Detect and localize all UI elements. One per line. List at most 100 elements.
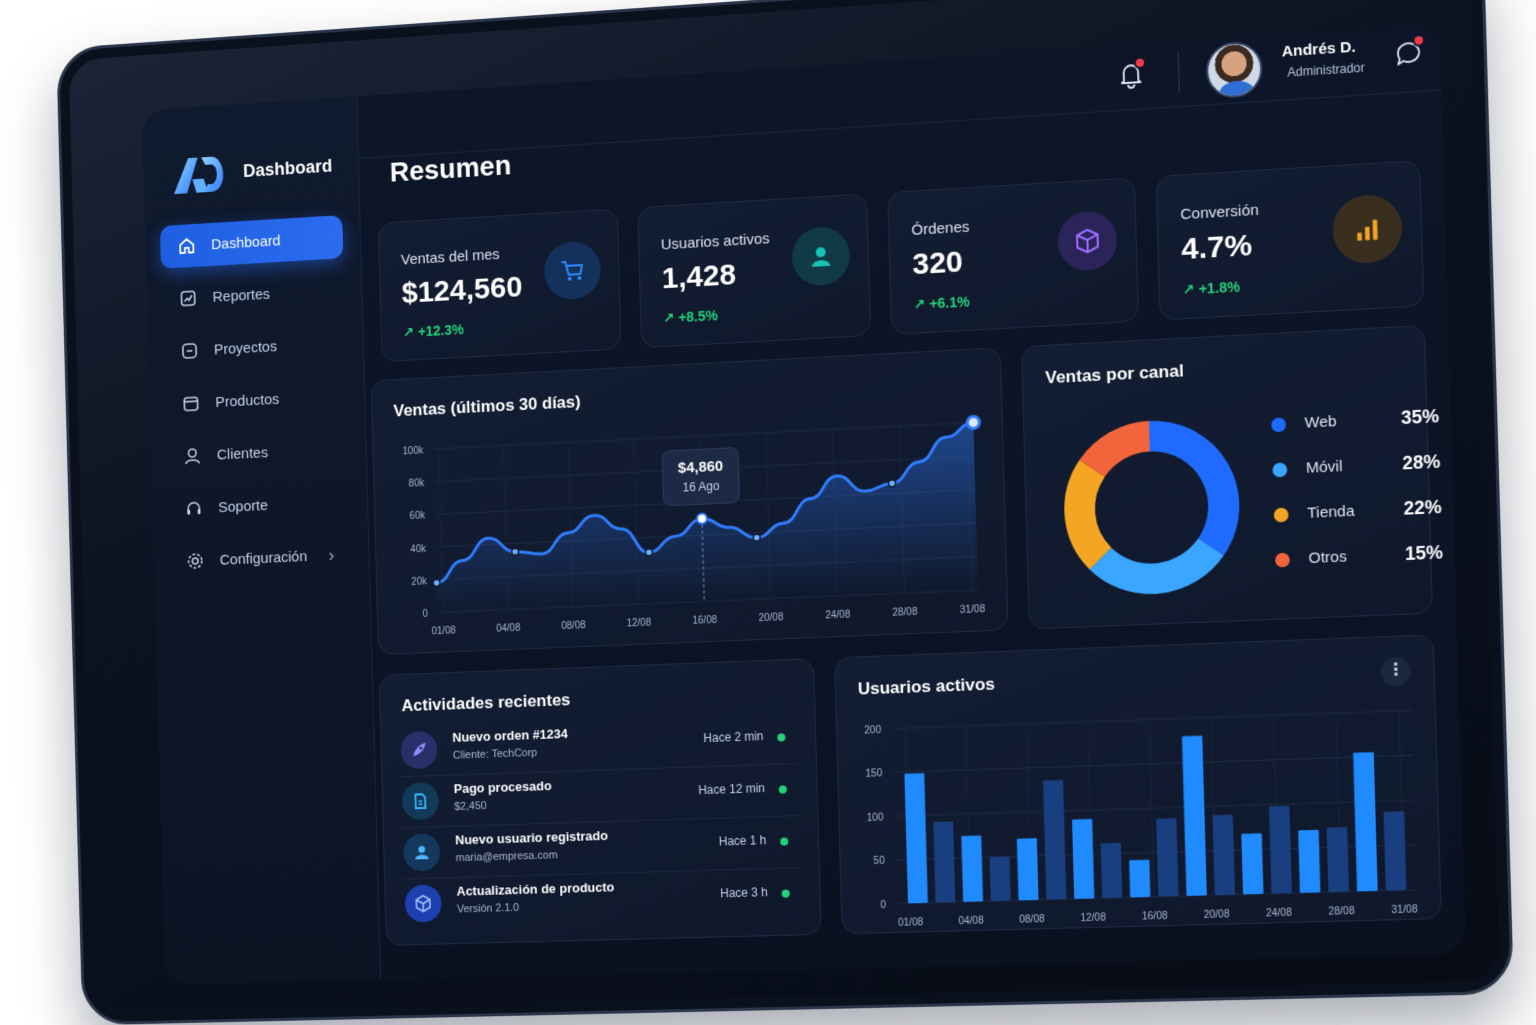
sidebar-item-configuracion[interactable]: Configuración › xyxy=(168,533,352,584)
brand-logo-icon xyxy=(173,155,224,195)
kpi-value: $124,560 xyxy=(401,270,523,310)
tooltip-value: $4,860 xyxy=(677,457,724,477)
kpi-value: 4.7% xyxy=(1180,228,1253,267)
activity-card: Actividades recientes Nuevo orden #1234 … xyxy=(378,658,822,946)
y-tick-label: 60k xyxy=(410,511,426,523)
cube-icon xyxy=(413,893,433,913)
sidebar-item-reportes[interactable]: Reportes xyxy=(161,268,344,321)
bar xyxy=(1241,833,1264,895)
activity-time: Hace 3 h xyxy=(720,885,768,901)
kpi-delta: ↗ +6.1% xyxy=(913,293,970,313)
sidebar-item-proyectos[interactable]: Proyectos xyxy=(163,321,347,374)
kpi-icon-bg xyxy=(1056,209,1118,273)
x-tick-label: 16/08 xyxy=(1142,911,1169,923)
legend-swatch xyxy=(1273,506,1289,522)
sales-chart-card: Ventas (últimos 30 días) 0 20k 40k 60k 80k 10… xyxy=(370,347,1009,656)
legend-swatch xyxy=(1271,416,1287,432)
sidebar-item-soporte[interactable]: Soporte xyxy=(167,480,351,531)
x-tick-label: 04/08 xyxy=(496,623,521,635)
channel-donut-chart xyxy=(1046,401,1257,614)
x-tick-label: 01/08 xyxy=(431,625,456,637)
x-tick-label: 16/08 xyxy=(692,615,718,627)
x-tick-label: 12/08 xyxy=(626,617,651,629)
page-title: Resumen xyxy=(389,149,512,188)
activity-subtitle: Cliente: TechCorp xyxy=(452,746,538,762)
x-tick-label: 20/08 xyxy=(759,612,785,624)
bar xyxy=(1129,859,1151,898)
activity-time: Hace 12 min xyxy=(698,781,766,798)
activity-icon-bg xyxy=(404,884,442,923)
x-tick-label: 31/08 xyxy=(960,604,986,616)
cube-icon xyxy=(1073,226,1102,256)
brand[interactable]: Dashboard xyxy=(169,145,333,196)
folder-icon xyxy=(180,341,199,361)
donut-slice xyxy=(1091,436,1150,468)
donut-slice xyxy=(1100,547,1212,581)
x-tick-label: 08/08 xyxy=(561,620,586,632)
users-bar-chart: 0 50 100 150 200 01/08 04/08 08/08 12/08 16/08 20/… xyxy=(864,635,1443,929)
cart-icon xyxy=(558,256,586,281)
activity-icon-bg xyxy=(401,781,440,821)
legend-item-web: Web 35% xyxy=(1271,406,1439,436)
data-point xyxy=(888,480,895,487)
x-tick-label: 24/08 xyxy=(1266,907,1293,919)
sales-area-chart: 0 20k 40k 60k 80k 100k 01/08 04/08 08/08 12/08 16/… xyxy=(402,348,986,637)
kpi-icon-bg xyxy=(1331,193,1403,265)
messages-button[interactable] xyxy=(1393,33,1426,69)
donut-slice xyxy=(1078,468,1100,559)
data-point xyxy=(433,579,440,586)
kpi-card-usuarios[interactable]: Usuarios activos 1,428 ↗ +8.5% xyxy=(637,193,872,349)
bar xyxy=(933,821,956,903)
chart-tooltip: $4,860 16 Ago xyxy=(661,446,741,507)
kpi-value: 320 xyxy=(911,245,964,282)
rocket-icon xyxy=(413,742,426,757)
kpi-label: Usuarios activos xyxy=(660,230,770,254)
card-title: Ventas por canal xyxy=(1045,361,1185,388)
kpi-card-ordenes[interactable]: Órdenes 320 ↗ +6.1% xyxy=(887,177,1139,335)
bar xyxy=(1156,818,1179,897)
gridline xyxy=(896,800,1415,816)
sidebar-item-label: Dashboard xyxy=(210,232,281,253)
kpi-icon-bg xyxy=(543,240,602,301)
x-tick-label: 08/08 xyxy=(1019,914,1045,926)
headset-icon xyxy=(184,498,203,515)
sidebar-item-dashboard[interactable]: Dashboard xyxy=(159,215,344,269)
kpi-card-conversion[interactable]: Conversión 4.7% ↗ +1.8% xyxy=(1155,160,1425,321)
y-tick-label: 50 xyxy=(873,856,885,868)
user-icon xyxy=(183,446,202,466)
legend-value: 35% xyxy=(1400,405,1440,429)
legend-value: 15% xyxy=(1404,541,1444,565)
x-tick-label: 12/08 xyxy=(1080,912,1106,924)
user-icon xyxy=(415,845,429,860)
legend-value: 22% xyxy=(1403,496,1442,519)
users-chart-card: Usuarios activos ⋮ 0 50 100 150 200 01/08 04/0… xyxy=(833,634,1443,935)
legend-label: Otros xyxy=(1308,548,1348,568)
sidebar-item-label: Soporte xyxy=(218,496,269,516)
gridline xyxy=(433,422,973,449)
x-tick-label: 04/08 xyxy=(958,915,984,927)
sidebar-item-clientes[interactable]: Clientes xyxy=(166,427,350,479)
notifications-button[interactable] xyxy=(1115,56,1147,90)
bar xyxy=(1212,814,1236,896)
activity-title: Nuevo usuario registrado xyxy=(454,827,609,848)
y-tick-label: 80k xyxy=(409,478,425,490)
x-tick-label: 01/08 xyxy=(898,917,924,929)
report-icon xyxy=(178,288,197,309)
user-icon xyxy=(811,246,831,267)
activity-subtitle: $2,450 xyxy=(454,800,487,813)
status-dot xyxy=(777,733,786,742)
activity-icon-bg xyxy=(403,833,441,872)
sidebar-item-productos[interactable]: Productos xyxy=(164,374,348,426)
bar xyxy=(1071,818,1095,899)
bar xyxy=(1181,735,1207,896)
kpi-card-ventas[interactable]: Ventas del mes $124,560 ↗ +12.3% xyxy=(377,208,622,363)
legend-value: 28% xyxy=(1402,451,1441,474)
status-dot xyxy=(780,837,789,846)
activity-item[interactable]: Actualización de producto Versión 2.1.0 … xyxy=(402,868,802,931)
activity-subtitle: maria@empresa.com xyxy=(455,849,558,865)
home-icon xyxy=(177,236,196,257)
dashboard-screen: Dashboard Dashboard Reportes Proyectos xyxy=(141,24,1467,985)
y-tick-label: 40k xyxy=(410,543,426,555)
bar xyxy=(1268,805,1292,894)
x-tick-label: 31/08 xyxy=(1391,904,1418,916)
